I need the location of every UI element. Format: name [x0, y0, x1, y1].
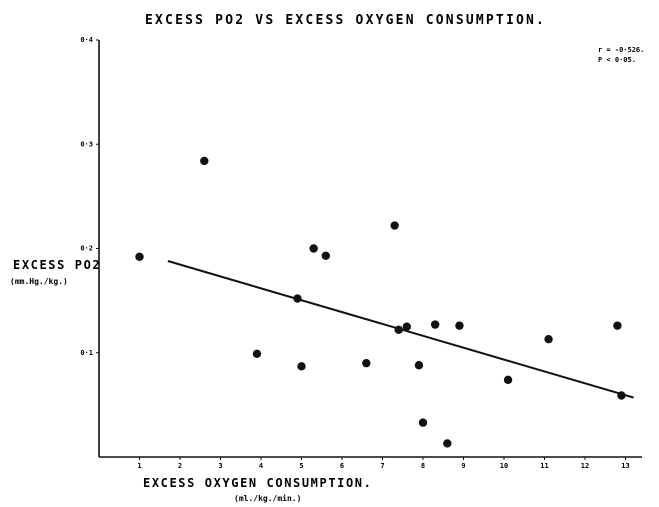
data-point: [418, 418, 428, 427]
data-point: [430, 320, 440, 329]
y-tick-label: 0·3: [80, 140, 93, 148]
data-point: [402, 322, 411, 331]
data-point: [297, 362, 306, 371]
data-point: [544, 334, 553, 344]
axis-ticks: 1 2 3 4 5 6 7 8 9 10 11 12 130·10·20·30·4: [80, 36, 629, 470]
x-tick-label: 4: [259, 462, 263, 470]
data-point: [200, 156, 209, 166]
x-tick-label: 1: [137, 462, 141, 470]
data-point: [455, 321, 464, 330]
x-axis-label: EXCESS OXYGEN CONSUMPTION.: [143, 476, 372, 490]
y-axis-label: EXCESS PO2: [13, 258, 101, 272]
y-axis-unit: (mm.Hg./kg.): [10, 277, 68, 286]
correlation-stat: r = -0·526.: [598, 46, 644, 54]
x-tick-label: 11: [540, 462, 548, 470]
data-point: [135, 252, 144, 262]
data-point: [321, 251, 330, 260]
x-tick-label: 13: [621, 462, 629, 470]
data-point: [617, 391, 626, 400]
chart-title: EXCESS PO2 VS EXCESS OXYGEN CONSUMPTION.: [145, 13, 546, 28]
data-point: [309, 244, 318, 253]
data-point: [362, 358, 371, 368]
data-point: [390, 221, 399, 230]
x-tick-label: 7: [380, 462, 384, 470]
x-tick-label: 10: [500, 462, 508, 470]
p-value-stat: P < 0·05.: [598, 56, 636, 64]
data-point: [414, 361, 424, 370]
y-tick-label: 0·2: [80, 245, 93, 253]
x-tick-label: 6: [340, 462, 344, 470]
data-point: [394, 325, 403, 335]
x-tick-label: 5: [299, 462, 303, 470]
y-tick-label: 0·4: [80, 36, 93, 44]
x-tick-label: 8: [421, 462, 425, 470]
data-point: [293, 294, 302, 303]
x-tick-label: 12: [581, 462, 589, 470]
x-tick-label: 9: [461, 462, 465, 470]
x-axis-unit: (ml./kg./min.): [234, 493, 301, 503]
x-tick-label: 2: [178, 462, 182, 470]
data-point: [503, 375, 513, 385]
data-point: [252, 349, 262, 358]
data-point: [443, 439, 452, 448]
y-tick-label: 0·1: [80, 349, 93, 357]
data-points: [135, 156, 626, 448]
x-tick-label: 3: [218, 462, 222, 470]
data-point: [613, 321, 622, 330]
